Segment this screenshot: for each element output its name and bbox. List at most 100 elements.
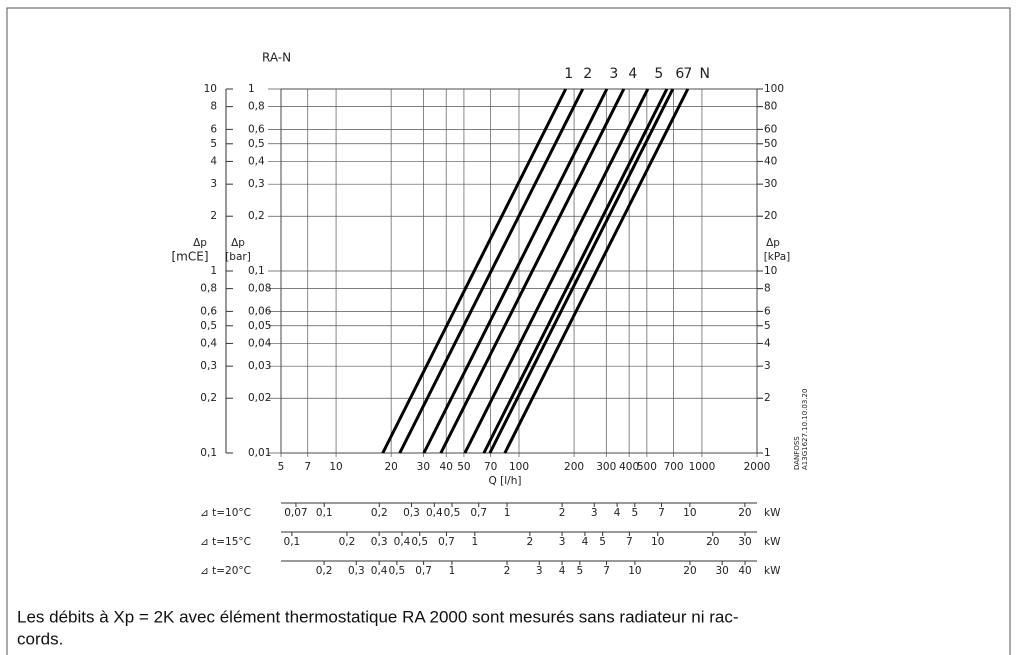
y-tick-label: 0,4 [248, 155, 265, 167]
y-axis-label: Δp [231, 237, 245, 249]
y-tick-label: 0,04 [248, 337, 272, 349]
x-tick-label: 70 [484, 461, 497, 473]
x-tick-label: 10 [329, 461, 342, 473]
legend-label: 3 [609, 66, 618, 82]
y3-tick-label: 2 [210, 210, 217, 222]
scale-label: ⊿ t=20°C [200, 565, 251, 577]
y2-tick-label: 20 [764, 210, 777, 222]
y-tick-label: 0,3 [248, 178, 265, 190]
x-tick-label: 300 [596, 461, 616, 473]
y3-tick-label: 5 [210, 138, 217, 150]
scale-tick-label: 0,3 [371, 536, 388, 548]
scale-tick-label: 2 [559, 507, 566, 519]
scale-tick-label: 4 [614, 507, 621, 519]
x-tick-label: 5 [278, 461, 285, 473]
x-tick-label: 20 [384, 461, 397, 473]
y-tick-label: 1 [248, 83, 255, 95]
scale-tick-label: 0,7 [438, 536, 455, 548]
legend-label: 2 [583, 66, 592, 82]
scale-unit: kW [764, 565, 781, 577]
y3-tick-label: 0,3 [200, 360, 217, 372]
scale-tick-label: 1 [504, 507, 511, 519]
scale-tick-label: 0,2 [316, 565, 333, 577]
y-tick-label: 0,5 [248, 138, 265, 150]
scale-tick-label: 0,3 [403, 507, 420, 519]
x-tick-label: 2000 [744, 461, 771, 473]
scale-tick-label: 2 [504, 565, 511, 577]
y3-tick-label: 0,4 [200, 337, 217, 349]
scale-tick-label: 0,1 [284, 536, 301, 548]
scale-tick-label: 3 [591, 507, 598, 519]
x-tick-label: 200 [564, 461, 584, 473]
chart-title: RA-N [262, 51, 291, 65]
scale-tick-label: 0,4 [394, 536, 411, 548]
y3-tick-label: 4 [210, 155, 217, 167]
x-tick-label: 400 [619, 461, 639, 473]
y-tick-label: 0,2 [248, 210, 265, 222]
y3-tick-label: 0,1 [200, 447, 217, 459]
valve-curve [439, 88, 626, 454]
x-tick-label: 50 [457, 461, 470, 473]
frame [6, 7, 1011, 655]
y-tick-label: 0,8 [248, 101, 265, 113]
scale-tick-label: 5 [631, 507, 638, 519]
scale-tick-label: 40 [738, 565, 751, 577]
scale-tick-label: 10 [628, 565, 641, 577]
y3-tick-label: 8 [210, 101, 217, 113]
y-tick-label: 0,1 [248, 265, 265, 277]
stamp-line: A13G1627.10.10.03.20 [801, 389, 809, 470]
y-tick-label: 0,6 [248, 123, 265, 135]
scale-tick-label: 0,4 [371, 565, 388, 577]
scale-tick-label: 4 [559, 565, 566, 577]
scale-tick-label: 0,3 [348, 565, 365, 577]
y3-tick-label: 3 [210, 178, 217, 190]
scale-tick-label: 0,07 [284, 507, 307, 519]
scale-tick-label: 1 [471, 536, 478, 548]
scale-tick-label: 7 [603, 565, 610, 577]
scale-label: ⊿ t=10°C [200, 507, 251, 519]
scale-tick-label: 0,5 [389, 565, 406, 577]
scale-tick-label: 5 [599, 536, 606, 548]
y2-tick-label: 6 [764, 305, 771, 317]
scale-tick-label: 20 [738, 507, 751, 519]
x-tick-label: 100 [509, 461, 529, 473]
y-tick-label: 0,06 [248, 305, 272, 317]
y2-tick-label: 4 [764, 337, 771, 349]
scale-tick-label: 30 [715, 565, 728, 577]
scale-tick-label: 10 [651, 536, 664, 548]
scale-tick-label: 0,2 [339, 536, 356, 548]
valve-curve [482, 88, 669, 454]
stamp: DANFOSS A13G1627.10.10.03.20 [793, 389, 809, 470]
x-tick-label: 40 [440, 461, 453, 473]
scale-tick-label: 2 [527, 536, 534, 548]
valve-curve [503, 88, 690, 454]
scale-tick-label: 30 [738, 536, 751, 548]
y2-tick-label: 50 [764, 138, 777, 150]
y2-tick-label: 5 [764, 320, 771, 332]
scale-unit: kW [764, 507, 781, 519]
y-axis-label: [bar] [225, 251, 251, 263]
x-tick-label: 7 [304, 461, 311, 473]
x-tick-label: 700 [664, 461, 684, 473]
y2-tick-label: 100 [764, 83, 784, 95]
x-tick-label: 1000 [689, 461, 716, 473]
legend-label: 1 [564, 66, 573, 82]
scale-tick-label: 3 [536, 565, 543, 577]
scale-tick-label: 20 [706, 536, 719, 548]
scale-unit: kW [764, 536, 781, 548]
y2-tick-label: 40 [764, 155, 777, 167]
y3-tick-label: 0,8 [200, 283, 217, 295]
scale-tick-label: 20 [683, 565, 696, 577]
y3-tick-label: 0,2 [200, 392, 217, 404]
valve-curve [422, 88, 609, 454]
scale-tick-label: 7 [658, 507, 665, 519]
y-tick-label: 0,05 [248, 320, 271, 332]
scale-tick-label: 0,5 [411, 536, 428, 548]
scale-tick-label: 0,7 [470, 507, 487, 519]
y3-tick-label: 0,6 [200, 305, 217, 317]
scale-label: ⊿ t=15°C [200, 536, 251, 548]
y2-tick-label: 3 [764, 360, 771, 372]
caption: Les débits à Xp = 2K avec élément thermo… [17, 607, 738, 626]
y-tick-label: 0,03 [248, 360, 271, 372]
